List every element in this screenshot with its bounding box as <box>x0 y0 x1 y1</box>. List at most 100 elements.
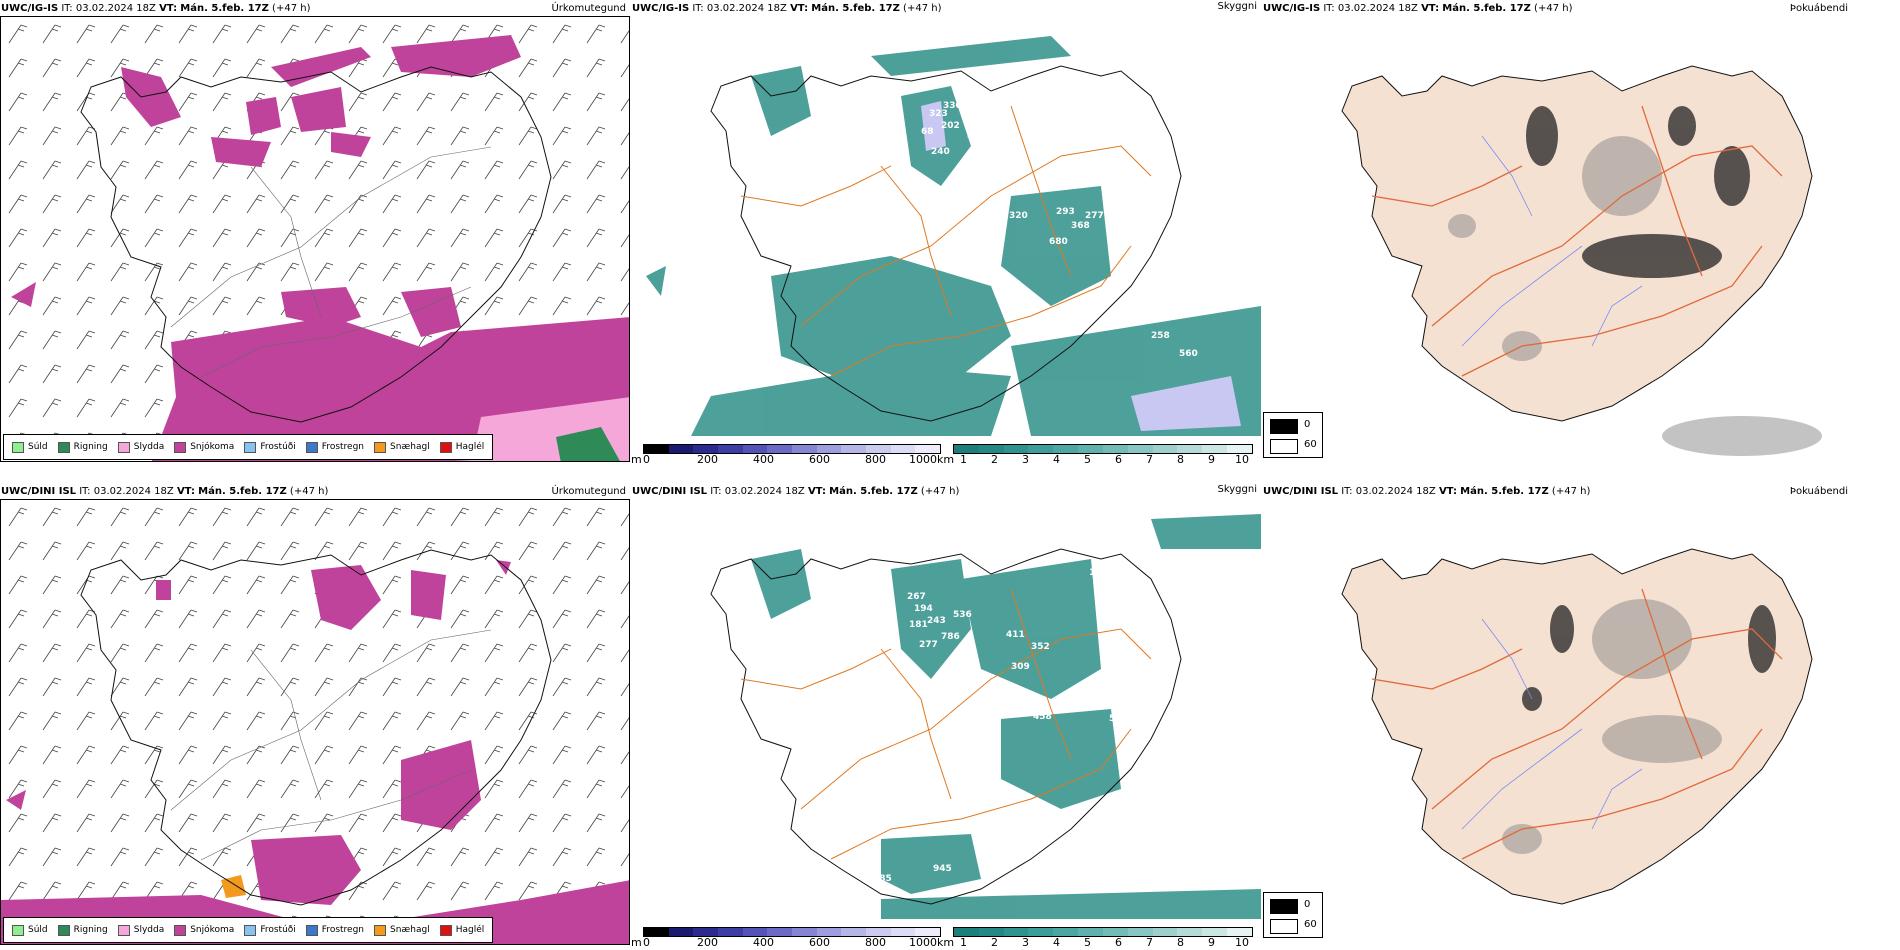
colorbar-tick: 0 <box>643 453 650 466</box>
legend-swatch <box>174 441 187 453</box>
init-time: 03.02.2024 18Z <box>706 3 787 14</box>
fog-light-areas <box>1448 136 1822 456</box>
legend-item: Slydda <box>117 924 165 936</box>
visibility-label: 536 <box>953 610 972 620</box>
init-time: 03.02.2024 18Z <box>1337 3 1418 14</box>
colorbar-tick: 6 <box>1115 936 1122 949</box>
roads <box>740 588 1152 860</box>
init-time-label: IT: <box>1323 3 1335 14</box>
colorbar-cell <box>954 445 979 453</box>
colorbar-cell <box>1202 928 1228 936</box>
colorbar-cell <box>816 928 842 936</box>
colorbar-cell <box>1053 928 1079 936</box>
legend-swatch <box>57 441 70 453</box>
panel-title: Skyggni <box>1217 1 1257 12</box>
valid-time-label: VT: <box>1421 3 1440 14</box>
legend-label: Súld <box>28 925 48 935</box>
visibility-map-graphic: 323 330 202 68 332 240 320 293 277 368 6… <box>646 36 1261 436</box>
colorbar-tick: 4 <box>1053 453 1060 466</box>
legend-item: Súld <box>12 441 48 453</box>
legend-swatch <box>12 924 24 936</box>
visibility-colorbar: m 0 200 400 600 800 1000 km 1 2 3 4 5 6 … <box>631 925 1261 949</box>
legend-swatch <box>439 924 452 936</box>
fog-legend-swatch <box>1270 439 1298 454</box>
colorbar-cell <box>1177 928 1203 936</box>
colorbar-tick: 2 <box>991 936 998 949</box>
model-name: UWC/IG-IS <box>1263 3 1321 14</box>
visibility-label: 293 <box>1056 207 1075 217</box>
visibility-label: 320 <box>1009 211 1028 221</box>
coastline <box>710 548 1182 905</box>
lead-time: (+47 h) <box>920 486 960 497</box>
lead-time: (+47 h) <box>272 3 311 14</box>
visibility-label: 585 <box>1109 714 1128 724</box>
legend-swatch <box>305 441 318 453</box>
visibility-colorbar: m 0 200 400 600 800 1000 km 1 2 3 4 5 6 … <box>631 442 1261 466</box>
fog-panel-row2: UWC/DINI ISL IT: 03.02.2024 18Z VT: Mán.… <box>1262 483 1892 949</box>
visibility-map[interactable]: 267 194 181 243 536 277 786 411 352 309 … <box>631 499 1261 919</box>
colorbar-cell <box>1202 445 1228 453</box>
colorbar-cell <box>693 928 719 936</box>
colorbar-cell <box>978 445 1004 453</box>
visibility-label: 243 <box>927 616 946 626</box>
legend-swatch <box>57 924 70 936</box>
colorbar-tick: 9 <box>1208 936 1215 949</box>
valid-time-label: VT: <box>790 3 809 14</box>
colorbar-tick: 7 <box>1146 936 1153 949</box>
coastline <box>710 65 1182 422</box>
colorbar-cell <box>718 445 743 453</box>
legend-label: Frostúði <box>260 442 296 452</box>
visibility-map[interactable]: 323 330 202 68 332 240 320 293 277 368 6… <box>631 16 1261 436</box>
colorbar-tick: 200 <box>697 453 718 466</box>
visibility-label: 202 <box>941 121 960 131</box>
legend-item: Snjókoma <box>174 924 234 936</box>
colorbar-meters <box>643 444 941 454</box>
visibility-label: 181 <box>909 620 928 630</box>
colorbar-cell <box>1053 445 1079 453</box>
precip-panel-row1: UWC/IG-IS IT: 03.02.2024 18Z VT: Mán. 5.… <box>0 0 630 466</box>
legend-item: Snæhagl <box>374 441 430 453</box>
colorbar-cell <box>1003 928 1029 936</box>
legend-label: Snjókoma <box>190 442 235 452</box>
lead-time: (+47 h) <box>1551 486 1591 497</box>
fog-legend-label: 60 <box>1304 439 1317 450</box>
colorbar-tick: 400 <box>753 936 774 949</box>
legend-label: Rigning <box>73 925 108 935</box>
colorbar-tick: 800 <box>865 453 886 466</box>
colorbar-tick: 1000 <box>909 453 937 466</box>
panel-title: Þokuábendi <box>1789 486 1848 497</box>
fog-map[interactable] <box>1262 16 1892 462</box>
colorbar-tick: 5 <box>1084 453 1091 466</box>
colorbar-cell <box>644 928 669 936</box>
init-time: 03.02.2024 18Z <box>1355 486 1436 497</box>
visibility-label: 68 <box>921 127 934 137</box>
land-area <box>1341 548 1813 905</box>
low-visibility-areas <box>646 36 1261 436</box>
valid-time-label: VT: <box>159 3 178 14</box>
visibility-label: 458 <box>1033 712 1052 722</box>
legend-label: Slydda <box>133 925 165 935</box>
rivers <box>1461 135 1643 347</box>
fog-map[interactable] <box>1262 499 1892 945</box>
colorbar-tick: 7 <box>1146 453 1153 466</box>
init-time-label: IT: <box>1341 486 1353 497</box>
init-time-label: IT: <box>79 486 91 497</box>
colorbar-tick: 3 <box>1022 936 1029 949</box>
visibility-label: 330 <box>943 101 962 111</box>
colorbar-cell <box>866 445 891 453</box>
legend-swatch <box>174 924 187 936</box>
legend-swatch <box>374 441 387 453</box>
valid-time-label: VT: <box>176 486 195 497</box>
precip-legend: Súld Rigning Slydda Snjókoma Frostúði Fr… <box>3 434 494 460</box>
lead-time: (+47 h) <box>289 486 329 497</box>
precip-map[interactable] <box>0 499 630 945</box>
colorbar-tick: 1 <box>960 936 967 949</box>
legend-label: Frostregn <box>321 925 365 935</box>
init-time-label: IT: <box>692 3 704 14</box>
colorbar-cell <box>915 928 941 936</box>
legend-item: Haglél <box>439 924 484 936</box>
precip-map[interactable] <box>0 16 630 462</box>
visibility-panel-row1: UWC/IG-IS IT: 03.02.2024 18Z VT: Mán. 5.… <box>631 0 1261 466</box>
colorbar-unit-km: km <box>937 453 955 466</box>
init-time: 03.02.2024 18Z <box>93 486 174 497</box>
